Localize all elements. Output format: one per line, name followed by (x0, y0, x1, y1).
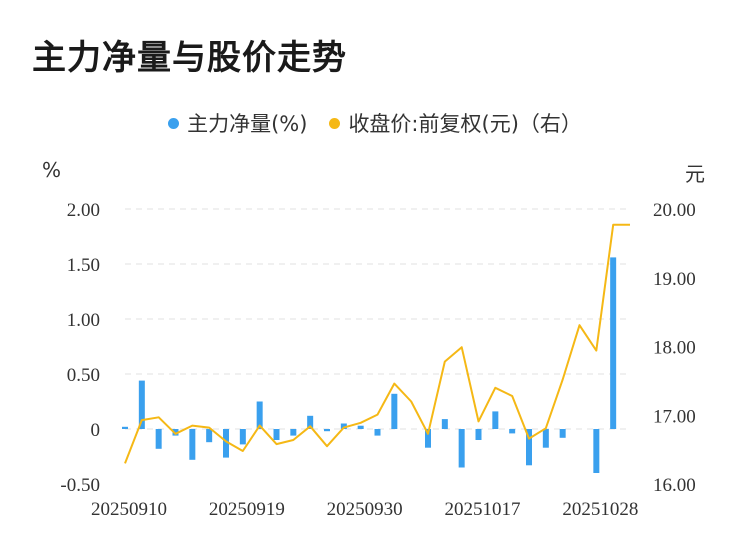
net-bar (340, 423, 347, 429)
net-bar (492, 411, 499, 429)
net-bar (475, 429, 482, 440)
x-tick-label: 20250910 (91, 499, 167, 520)
net-bar (509, 429, 516, 434)
net-bar (559, 429, 566, 438)
net-bar (138, 380, 145, 429)
right-tick-label: 16.00 (653, 475, 696, 496)
x-tick-label: 20251028 (562, 499, 638, 520)
left-tick-label: -0.50 (60, 475, 100, 496)
x-tick-label: 20251017 (445, 499, 521, 520)
right-tick-label: 19.00 (653, 269, 696, 290)
legend-net-marker (168, 117, 180, 129)
net-bar (256, 401, 263, 429)
right-tick-label: 20.00 (653, 200, 696, 221)
legend-item-net[interactable]: 主力净量(%) (168, 108, 307, 138)
left-tick-label: 0.50 (67, 365, 100, 386)
price-line (124, 223, 630, 464)
net-bar (273, 429, 280, 440)
net-bar (206, 429, 213, 443)
left-axis-unit: % (42, 158, 62, 182)
net-bar (526, 429, 532, 466)
net-bar (239, 429, 246, 445)
net-bar (290, 429, 297, 436)
net-bar (307, 415, 314, 429)
net-bar (425, 429, 431, 448)
legend-price-marker (329, 117, 341, 129)
net-bar (357, 425, 364, 429)
net-bar (155, 429, 162, 449)
net-bar (391, 393, 398, 429)
net-bar (610, 257, 617, 429)
net-bar (223, 429, 229, 458)
left-tick-label: 1.50 (67, 255, 100, 276)
right-tick-label: 17.00 (653, 406, 696, 427)
right-tick-label: 18.00 (653, 338, 696, 359)
legend: 主力净量(%) 收盘价:前复权(元)（右） (0, 108, 750, 138)
net-bar (441, 419, 448, 429)
right-axis-unit: 元 (685, 162, 705, 186)
net-bar (593, 429, 600, 473)
net-bar (189, 429, 196, 460)
x-tick-label: 20250919 (209, 499, 285, 520)
net-bar (458, 429, 465, 468)
net-bar (172, 429, 179, 436)
x-tick-label: 20250930 (327, 499, 403, 520)
net-bar (324, 429, 330, 432)
legend-price-label: 收盘价:前复权(元)（右） (348, 112, 582, 136)
left-tick-label: 0 (91, 420, 101, 441)
net-bar (122, 426, 128, 429)
legend-net-label: 主力净量(%) (187, 112, 308, 136)
left-tick-label: 2.00 (67, 200, 100, 221)
chart-title: 主力净量与股价走势 (32, 38, 347, 78)
left-tick-label: 1.00 (67, 310, 100, 331)
net-bar (374, 429, 381, 436)
net-bar (542, 429, 549, 448)
legend-item-price[interactable]: 收盘价:前复权(元)（右） (329, 108, 582, 138)
